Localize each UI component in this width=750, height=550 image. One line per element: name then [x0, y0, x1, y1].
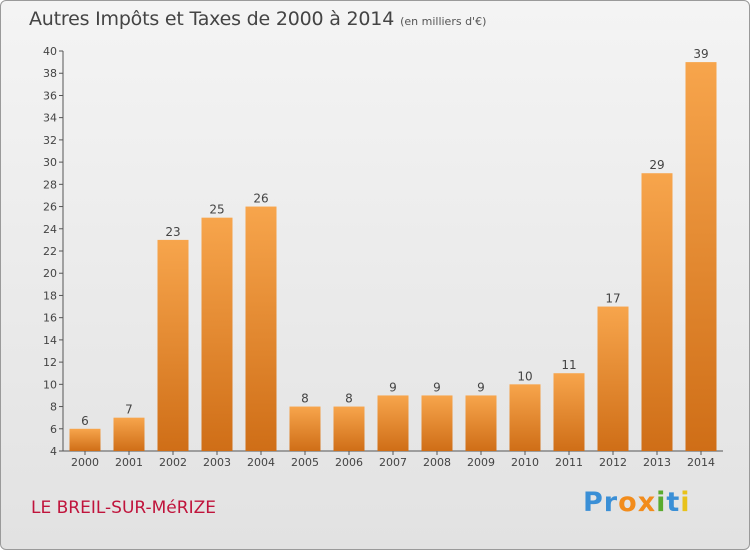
y-tick-label: 32 [43, 134, 57, 147]
x-tick-label: 2007 [379, 456, 407, 469]
y-tick-label: 18 [43, 289, 57, 302]
x-tick-label: 2008 [423, 456, 451, 469]
bar-value-label: 23 [165, 225, 180, 239]
y-tick-label: 12 [43, 356, 57, 369]
bar-value-label: 7 [125, 403, 133, 417]
bar-value-label: 25 [209, 203, 224, 217]
x-tick-label: 2005 [291, 456, 319, 469]
bar-value-label: 8 [301, 392, 309, 406]
bar [553, 373, 585, 451]
x-tick-label: 2000 [71, 456, 99, 469]
x-tick-label: 2014 [687, 456, 715, 469]
bar [421, 395, 453, 451]
logo-letter: t [666, 487, 681, 518]
x-tick-label: 2010 [511, 456, 539, 469]
y-tick-label: 4 [50, 445, 57, 458]
y-tick-label: 8 [50, 401, 57, 414]
logo-letter: P [583, 487, 604, 518]
x-tick-label: 2001 [115, 456, 143, 469]
y-tick-label: 16 [43, 312, 57, 325]
y-tick-label: 22 [43, 245, 57, 258]
bar-value-label: 6 [81, 414, 89, 428]
chart-value-labels: 6 7 23 25 26 8 8 9 9 9 10 11 17 29 39 [81, 47, 708, 428]
y-tick-label: 10 [43, 378, 57, 391]
x-tick-label: 2013 [643, 456, 671, 469]
logo-letter: i [656, 487, 667, 518]
y-tick-label: 14 [43, 334, 57, 347]
logo-letter: r [603, 487, 619, 518]
commune-name: LE BREIL-SUR-MéRIZE [31, 498, 216, 518]
y-tick-label: 40 [43, 45, 57, 58]
bar [201, 217, 233, 451]
bar [333, 406, 365, 451]
bar-value-label: 10 [517, 369, 532, 383]
chart-title-text: Autres Impôts et Taxes de 2000 à 2014 [29, 8, 395, 30]
bar-value-label: 9 [433, 380, 441, 394]
y-tick-label: 34 [43, 112, 57, 125]
bar-value-label: 17 [605, 292, 620, 306]
chart-subtitle: (en milliers d'€) [400, 15, 487, 28]
bar-value-label: 29 [649, 158, 664, 172]
y-tick-label: 28 [43, 178, 57, 191]
chart-title: Autres Impôts et Taxes de 2000 à 2014 (en… [29, 8, 486, 30]
bar [685, 62, 717, 451]
x-tick-label: 2003 [203, 456, 231, 469]
bar [597, 306, 629, 451]
bar [377, 395, 409, 451]
bar-value-label: 11 [561, 358, 576, 372]
y-tick-label: 38 [43, 67, 57, 80]
logo-letter: i [680, 487, 691, 518]
y-tick-label: 20 [43, 267, 57, 280]
bar [465, 395, 497, 451]
x-tick-label: 2012 [599, 456, 627, 469]
bar-value-label: 39 [693, 47, 708, 61]
y-tick-label: 30 [43, 156, 57, 169]
y-tick-label: 6 [50, 423, 57, 436]
x-tick-label: 2011 [555, 456, 583, 469]
bar [245, 206, 277, 451]
bar-value-label: 8 [345, 392, 353, 406]
y-tick-label: 24 [43, 223, 57, 236]
proxiti-logo: Proxiti [583, 487, 691, 518]
bar-value-label: 9 [477, 380, 485, 394]
x-tick-label: 2006 [335, 456, 363, 469]
logo-letter: x [637, 487, 657, 518]
chart-bars [69, 62, 717, 451]
logo-letter: o [618, 487, 638, 518]
bar [641, 173, 673, 451]
bar-value-label: 9 [389, 380, 397, 394]
bar [69, 428, 101, 451]
y-tick-label: 26 [43, 201, 57, 214]
bar [289, 406, 321, 451]
x-tick-label: 2004 [247, 456, 275, 469]
bar [157, 239, 189, 451]
bar [509, 384, 541, 451]
y-tick-label: 36 [43, 89, 57, 102]
x-tick-label: 2002 [159, 456, 187, 469]
bar-value-label: 26 [253, 192, 268, 206]
bar [113, 417, 145, 451]
x-tick-label: 2009 [467, 456, 495, 469]
